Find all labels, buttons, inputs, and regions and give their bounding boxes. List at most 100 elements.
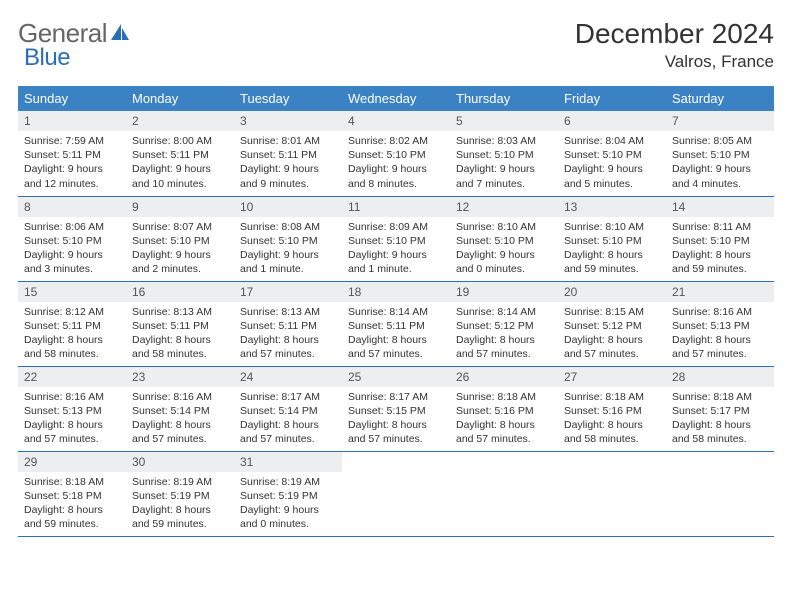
day-cell: 14Sunrise: 8:11 AMSunset: 5:10 PMDayligh… bbox=[666, 196, 774, 281]
logo-text-blue: Blue bbox=[24, 44, 70, 72]
day-details: Sunrise: 7:59 AMSunset: 5:11 PMDaylight:… bbox=[18, 131, 126, 195]
day-details: Sunrise: 8:17 AMSunset: 5:14 PMDaylight:… bbox=[234, 387, 342, 451]
day-cell: 2Sunrise: 8:00 AMSunset: 5:11 PMDaylight… bbox=[126, 111, 234, 196]
day-details: Sunrise: 8:08 AMSunset: 5:10 PMDaylight:… bbox=[234, 217, 342, 281]
day-cell: 30Sunrise: 8:19 AMSunset: 5:19 PMDayligh… bbox=[126, 451, 234, 536]
day-details: Sunrise: 8:11 AMSunset: 5:10 PMDaylight:… bbox=[666, 217, 774, 281]
day-details: Sunrise: 8:01 AMSunset: 5:11 PMDaylight:… bbox=[234, 131, 342, 195]
day-number: 24 bbox=[234, 367, 342, 387]
day-details: Sunrise: 8:13 AMSunset: 5:11 PMDaylight:… bbox=[126, 302, 234, 366]
day-details: Sunrise: 8:00 AMSunset: 5:11 PMDaylight:… bbox=[126, 131, 234, 195]
day-details: Sunrise: 8:06 AMSunset: 5:10 PMDaylight:… bbox=[18, 217, 126, 281]
day-number: 25 bbox=[342, 367, 450, 387]
day-details: Sunrise: 8:02 AMSunset: 5:10 PMDaylight:… bbox=[342, 131, 450, 195]
day-cell: 26Sunrise: 8:18 AMSunset: 5:16 PMDayligh… bbox=[450, 366, 558, 451]
day-number: 22 bbox=[18, 367, 126, 387]
day-number: 15 bbox=[18, 282, 126, 302]
day-number: 27 bbox=[558, 367, 666, 387]
day-cell: 16Sunrise: 8:13 AMSunset: 5:11 PMDayligh… bbox=[126, 281, 234, 366]
day-number: 1 bbox=[18, 111, 126, 131]
day-number: 4 bbox=[342, 111, 450, 131]
day-details: Sunrise: 8:18 AMSunset: 5:16 PMDaylight:… bbox=[558, 387, 666, 451]
day-details: Sunrise: 8:19 AMSunset: 5:19 PMDaylight:… bbox=[234, 472, 342, 536]
day-details: Sunrise: 8:18 AMSunset: 5:16 PMDaylight:… bbox=[450, 387, 558, 451]
day-cell: 10Sunrise: 8:08 AMSunset: 5:10 PMDayligh… bbox=[234, 196, 342, 281]
empty-cell bbox=[342, 451, 450, 536]
day-cell: 18Sunrise: 8:14 AMSunset: 5:11 PMDayligh… bbox=[342, 281, 450, 366]
day-cell: 29Sunrise: 8:18 AMSunset: 5:18 PMDayligh… bbox=[18, 451, 126, 536]
day-details: Sunrise: 8:15 AMSunset: 5:12 PMDaylight:… bbox=[558, 302, 666, 366]
day-number: 17 bbox=[234, 282, 342, 302]
day-details: Sunrise: 8:10 AMSunset: 5:10 PMDaylight:… bbox=[450, 217, 558, 281]
day-cell: 20Sunrise: 8:15 AMSunset: 5:12 PMDayligh… bbox=[558, 281, 666, 366]
day-number: 11 bbox=[342, 197, 450, 217]
calendar-body: 1Sunrise: 7:59 AMSunset: 5:11 PMDaylight… bbox=[18, 111, 774, 536]
day-number: 28 bbox=[666, 367, 774, 387]
day-number: 19 bbox=[450, 282, 558, 302]
day-cell: 6Sunrise: 8:04 AMSunset: 5:10 PMDaylight… bbox=[558, 111, 666, 196]
day-cell: 8Sunrise: 8:06 AMSunset: 5:10 PMDaylight… bbox=[18, 196, 126, 281]
day-details: Sunrise: 8:12 AMSunset: 5:11 PMDaylight:… bbox=[18, 302, 126, 366]
day-cell: 28Sunrise: 8:18 AMSunset: 5:17 PMDayligh… bbox=[666, 366, 774, 451]
day-number: 18 bbox=[342, 282, 450, 302]
day-number: 14 bbox=[666, 197, 774, 217]
day-cell: 27Sunrise: 8:18 AMSunset: 5:16 PMDayligh… bbox=[558, 366, 666, 451]
day-cell: 31Sunrise: 8:19 AMSunset: 5:19 PMDayligh… bbox=[234, 451, 342, 536]
weekday-header: Thursday bbox=[450, 86, 558, 111]
month-title: December 2024 bbox=[575, 18, 774, 50]
calendar-header-row: SundayMondayTuesdayWednesdayThursdayFrid… bbox=[18, 86, 774, 111]
day-details: Sunrise: 8:18 AMSunset: 5:18 PMDaylight:… bbox=[18, 472, 126, 536]
day-cell: 11Sunrise: 8:09 AMSunset: 5:10 PMDayligh… bbox=[342, 196, 450, 281]
weekday-header: Tuesday bbox=[234, 86, 342, 111]
day-number: 13 bbox=[558, 197, 666, 217]
day-details: Sunrise: 8:17 AMSunset: 5:15 PMDaylight:… bbox=[342, 387, 450, 451]
day-cell: 9Sunrise: 8:07 AMSunset: 5:10 PMDaylight… bbox=[126, 196, 234, 281]
day-details: Sunrise: 8:09 AMSunset: 5:10 PMDaylight:… bbox=[342, 217, 450, 281]
day-number: 29 bbox=[18, 452, 126, 472]
day-cell: 4Sunrise: 8:02 AMSunset: 5:10 PMDaylight… bbox=[342, 111, 450, 196]
day-cell: 21Sunrise: 8:16 AMSunset: 5:13 PMDayligh… bbox=[666, 281, 774, 366]
day-cell: 5Sunrise: 8:03 AMSunset: 5:10 PMDaylight… bbox=[450, 111, 558, 196]
day-details: Sunrise: 8:16 AMSunset: 5:13 PMDaylight:… bbox=[18, 387, 126, 451]
location: Valros, France bbox=[575, 52, 774, 72]
day-number: 12 bbox=[450, 197, 558, 217]
day-number: 10 bbox=[234, 197, 342, 217]
day-number: 20 bbox=[558, 282, 666, 302]
day-number: 5 bbox=[450, 111, 558, 131]
day-details: Sunrise: 8:14 AMSunset: 5:12 PMDaylight:… bbox=[450, 302, 558, 366]
day-number: 21 bbox=[666, 282, 774, 302]
empty-cell bbox=[450, 451, 558, 536]
day-number: 23 bbox=[126, 367, 234, 387]
logo-sail-icon bbox=[109, 18, 131, 49]
day-cell: 3Sunrise: 8:01 AMSunset: 5:11 PMDaylight… bbox=[234, 111, 342, 196]
day-cell: 17Sunrise: 8:13 AMSunset: 5:11 PMDayligh… bbox=[234, 281, 342, 366]
day-details: Sunrise: 8:16 AMSunset: 5:13 PMDaylight:… bbox=[666, 302, 774, 366]
day-details: Sunrise: 8:04 AMSunset: 5:10 PMDaylight:… bbox=[558, 131, 666, 195]
day-number: 30 bbox=[126, 452, 234, 472]
day-number: 2 bbox=[126, 111, 234, 131]
day-number: 6 bbox=[558, 111, 666, 131]
logo-line2: Blue bbox=[24, 44, 70, 72]
weekday-header: Friday bbox=[558, 86, 666, 111]
day-details: Sunrise: 8:10 AMSunset: 5:10 PMDaylight:… bbox=[558, 217, 666, 281]
day-cell: 23Sunrise: 8:16 AMSunset: 5:14 PMDayligh… bbox=[126, 366, 234, 451]
weekday-header: Monday bbox=[126, 86, 234, 111]
day-cell: 12Sunrise: 8:10 AMSunset: 5:10 PMDayligh… bbox=[450, 196, 558, 281]
day-number: 31 bbox=[234, 452, 342, 472]
day-number: 7 bbox=[666, 111, 774, 131]
day-cell: 25Sunrise: 8:17 AMSunset: 5:15 PMDayligh… bbox=[342, 366, 450, 451]
day-number: 9 bbox=[126, 197, 234, 217]
day-details: Sunrise: 8:13 AMSunset: 5:11 PMDaylight:… bbox=[234, 302, 342, 366]
day-cell: 24Sunrise: 8:17 AMSunset: 5:14 PMDayligh… bbox=[234, 366, 342, 451]
empty-cell bbox=[666, 451, 774, 536]
day-cell: 22Sunrise: 8:16 AMSunset: 5:13 PMDayligh… bbox=[18, 366, 126, 451]
day-cell: 7Sunrise: 8:05 AMSunset: 5:10 PMDaylight… bbox=[666, 111, 774, 196]
weekday-header: Wednesday bbox=[342, 86, 450, 111]
day-details: Sunrise: 8:19 AMSunset: 5:19 PMDaylight:… bbox=[126, 472, 234, 536]
day-number: 16 bbox=[126, 282, 234, 302]
day-details: Sunrise: 8:05 AMSunset: 5:10 PMDaylight:… bbox=[666, 131, 774, 195]
calendar-table: SundayMondayTuesdayWednesdayThursdayFrid… bbox=[18, 86, 774, 537]
day-cell: 1Sunrise: 7:59 AMSunset: 5:11 PMDaylight… bbox=[18, 111, 126, 196]
weekday-header: Saturday bbox=[666, 86, 774, 111]
day-details: Sunrise: 8:18 AMSunset: 5:17 PMDaylight:… bbox=[666, 387, 774, 451]
